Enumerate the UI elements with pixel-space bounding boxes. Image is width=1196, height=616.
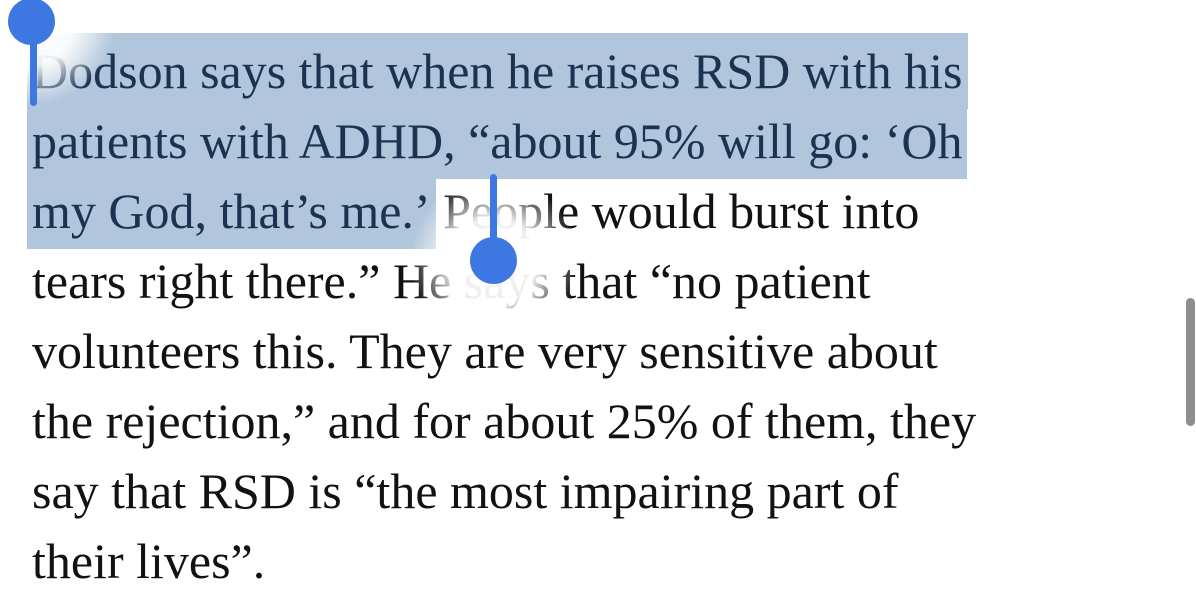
plain-text: their lives”. (32, 533, 266, 589)
selected-text: patients with ADHD, “about 95% will go: … (27, 103, 968, 179)
selection-handle-end-icon[interactable] (470, 237, 517, 284)
selection-handle-start-icon[interactable] (8, 0, 55, 45)
text-line: Dodson says that when he raises RSD with… (27, 33, 976, 109)
selected-text: my God, that’s me.’ (27, 173, 436, 249)
selection-caret-end (490, 174, 497, 246)
text-line: patients with ADHD, “about 95% will go: … (27, 103, 976, 179)
text-line: their lives”. (32, 526, 976, 596)
selected-text: Dodson says that when he raises RSD with… (27, 33, 968, 109)
text-line: say that RSD is “the most impairing part… (32, 456, 976, 526)
plain-text: the rejection,” and for about 25% of the… (32, 393, 977, 449)
text-line: the rejection,” and for about 25% of the… (32, 386, 976, 456)
plain-text: say that RSD is “the most impairing part… (32, 463, 899, 519)
selection-caret-start (30, 41, 37, 106)
scrollbar-thumb[interactable] (1186, 298, 1195, 426)
